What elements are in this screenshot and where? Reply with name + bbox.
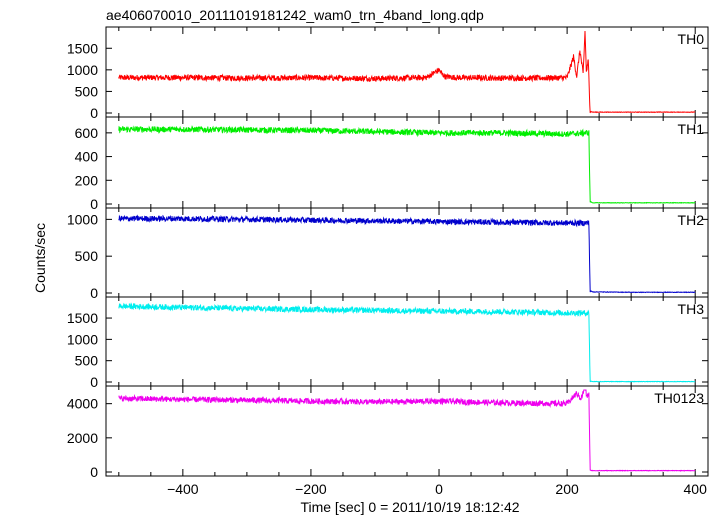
y-axis-label: Counts/sec (32, 223, 48, 293)
panel-frame-th0 (105, 26, 709, 118)
y-tick-label-th3-500: 500 (75, 353, 99, 369)
panel-label-th0123: TH0123 (654, 390, 704, 406)
y-tick-label-th0-0: 0 (90, 105, 98, 121)
y-tick-label-th2-0: 0 (90, 285, 98, 301)
y-tick-label-th1-0: 0 (90, 196, 98, 212)
y-tick-label-th0-1500: 1500 (67, 40, 98, 56)
y-tick-label-th0123-2000: 2000 (67, 430, 98, 446)
x-tick-label-400: 400 (684, 481, 708, 497)
y-tick-label-th3-1000: 1000 (67, 331, 98, 347)
x-tick-label-0: 0 (435, 481, 443, 497)
y-tick-label-th0-1000: 1000 (67, 62, 98, 78)
y-tick-label-th1-400: 400 (75, 149, 99, 165)
y-tick-label-th0123-4000: 4000 (67, 396, 98, 412)
panel-label-th0: TH0 (678, 31, 705, 47)
y-tick-label-th0123-0: 0 (90, 464, 98, 480)
y-tick-label-th3-1500: 1500 (67, 310, 98, 326)
x-tick-label--400: −400 (167, 481, 199, 497)
series-line-th0 (118, 30, 696, 114)
panel-th0123: 0 2000 4000 TH0123 (67, 385, 709, 480)
figure-title: ae406070010_20111019181242_wam0_trn_4ban… (106, 7, 484, 23)
x-tick-label--200: −200 (295, 481, 327, 497)
panel-th3: 0 500 1000 1500 TH3 (67, 296, 709, 390)
panel-frame-th3 (105, 296, 709, 387)
panel-th1: 0 200 400 600 TH1 (75, 116, 709, 212)
series-line-th1 (118, 125, 696, 204)
x-tick-label-200: 200 (555, 481, 579, 497)
y-tick-label-th3-0: 0 (90, 374, 98, 390)
y-tick-label-th0-500: 500 (75, 83, 99, 99)
panel-label-th2: TH2 (678, 212, 705, 228)
series-line-th2 (118, 214, 696, 294)
panel-th0: 0 500 1000 1500 TH0 (67, 26, 709, 121)
panel-label-th3: TH3 (678, 301, 705, 317)
panel-th2: 0 500 1000 TH2 (67, 207, 709, 301)
y-tick-label-th2-500: 500 (75, 248, 99, 264)
series-line-th0123 (118, 389, 696, 472)
y-tick-label-th1-200: 200 (75, 172, 99, 188)
panel-label-th1: TH1 (678, 121, 705, 137)
x-axis-label: Time [sec] 0 = 2011/10/19 18:12:42 (300, 499, 519, 515)
series-line-th3 (118, 302, 696, 383)
y-tick-label-th2-1000: 1000 (67, 211, 98, 227)
y-tick-label-th1-600: 600 (75, 125, 99, 141)
